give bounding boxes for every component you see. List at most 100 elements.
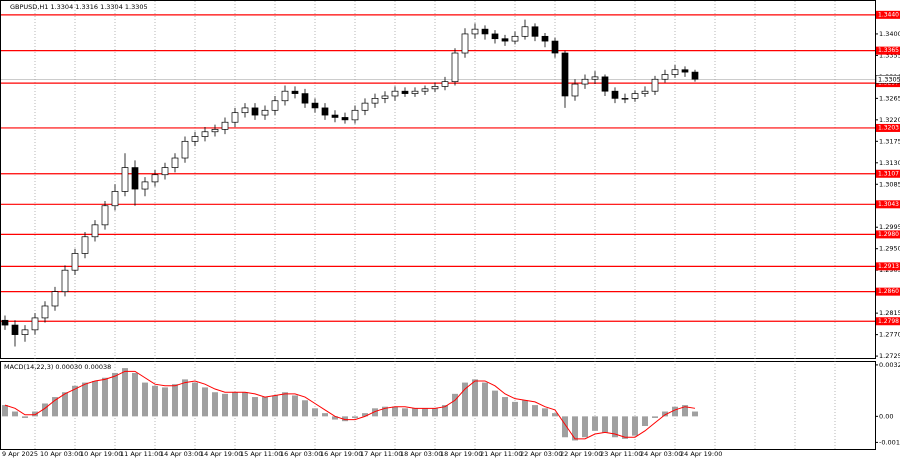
macd-bar [322,413,328,417]
level-label: 1.3365 [878,47,899,54]
candle-body [621,98,629,100]
macd-bar [172,384,178,417]
macd-bar [602,416,608,433]
macd-bar [342,416,348,422]
macd-bar [492,390,498,417]
candle-body [41,305,49,319]
candle-body [361,102,369,111]
macd-bar [422,408,428,417]
level-label: 1.3043 [878,201,899,208]
candle-body [81,236,89,254]
candle-body [401,90,409,94]
macd-bar [392,406,398,417]
macd-bar [192,382,198,417]
current-price-label: 1.3305 [878,75,900,83]
x-tick-label: 24 Apr 03:00 [640,450,682,458]
macd-bar [692,411,698,417]
macd-bar [182,379,188,417]
candle-body [1,319,9,326]
macd-bar [472,379,478,417]
candle-body [421,88,429,92]
macd-bar [512,401,518,417]
candle-body [21,329,29,335]
macd-bar [642,416,648,427]
candle-body [291,90,299,94]
candle-body [71,253,79,271]
macd-bar [92,380,98,417]
candle-body [151,174,159,183]
macd-title: MACD(14,22,3) 0.00030 0.00038 [4,363,111,371]
macd-bar [572,416,578,441]
chart-header: GBPUSD,H1 1.3304 1.3316 1.3304 1.3305 [10,3,148,11]
macd-bar [442,405,448,417]
candle-body [281,90,289,102]
macd-bar [452,393,458,417]
macd-bar [672,406,678,417]
macd-bar [362,413,368,417]
x-tick-label: 15 Apr 11:00 [240,450,282,458]
macd-bar [232,392,238,417]
candle-body [611,90,619,99]
x-tick-label: 16 Apr 19:00 [320,450,362,458]
y-tick-label: -0.00162 [879,438,900,446]
x-tick-label: 18 Apr 19:00 [440,450,482,458]
candle-body [451,52,459,83]
macd-bar [562,416,568,438]
candle-body [681,69,689,73]
candle-body [221,121,229,130]
macd-bar [552,413,558,417]
candle-body [381,95,389,99]
level-label-box [876,287,900,296]
y-tick-label: 1.3175 [879,137,900,145]
macd-bar [72,385,78,417]
candle-body [501,38,509,42]
macd-bar [152,385,158,417]
level-label-box [876,230,900,239]
candle-body [231,112,239,123]
candle-body [441,81,449,87]
candle-body [671,69,679,75]
candle-body [321,107,329,116]
macd-bar [2,405,8,417]
macd-panel [0,361,876,450]
candle-body [651,78,659,92]
y-tick-label: 1.2815 [879,309,900,317]
candle-body [371,98,379,104]
x-tick-label: 22 Apr 03:00 [520,450,562,458]
level-label: 1.2980 [878,231,899,238]
candle-body [241,107,249,114]
x-tick-label: 17 Apr 11:00 [360,450,402,458]
macd-bar [622,416,628,439]
macd-bar [632,416,638,436]
candle-body [301,93,309,104]
y-tick-label: 1.3220 [879,116,900,124]
candle-body [541,35,549,42]
candle-body [181,140,189,159]
macd-bar [42,403,48,417]
candle-body [691,71,699,80]
candle-body [101,205,109,226]
candle-body [51,291,59,307]
level-label: 1.3440 [878,11,899,18]
y-tick-label: 1.2995 [879,223,900,231]
candle-body [211,129,219,133]
candle-body [481,28,489,35]
x-tick-label: 21 Apr 11:00 [480,450,522,458]
candle-body [491,33,499,40]
candle-body [471,28,479,35]
level-label: 1.3203 [878,124,899,131]
candle-body [641,90,649,94]
macd-bar [82,382,88,417]
macd-bar [52,397,58,417]
candle-body [171,157,179,168]
macd-bar [132,372,138,417]
candle-body [111,191,119,207]
y-tick-label: 1.3355 [879,51,900,59]
level-label-box [876,262,900,271]
macd-bar [682,405,688,417]
macd-bar [202,387,208,417]
macd-bar [432,408,438,417]
y-tick-label: 1.3265 [879,94,900,102]
y-tick-label: 0.0032 [879,361,900,369]
